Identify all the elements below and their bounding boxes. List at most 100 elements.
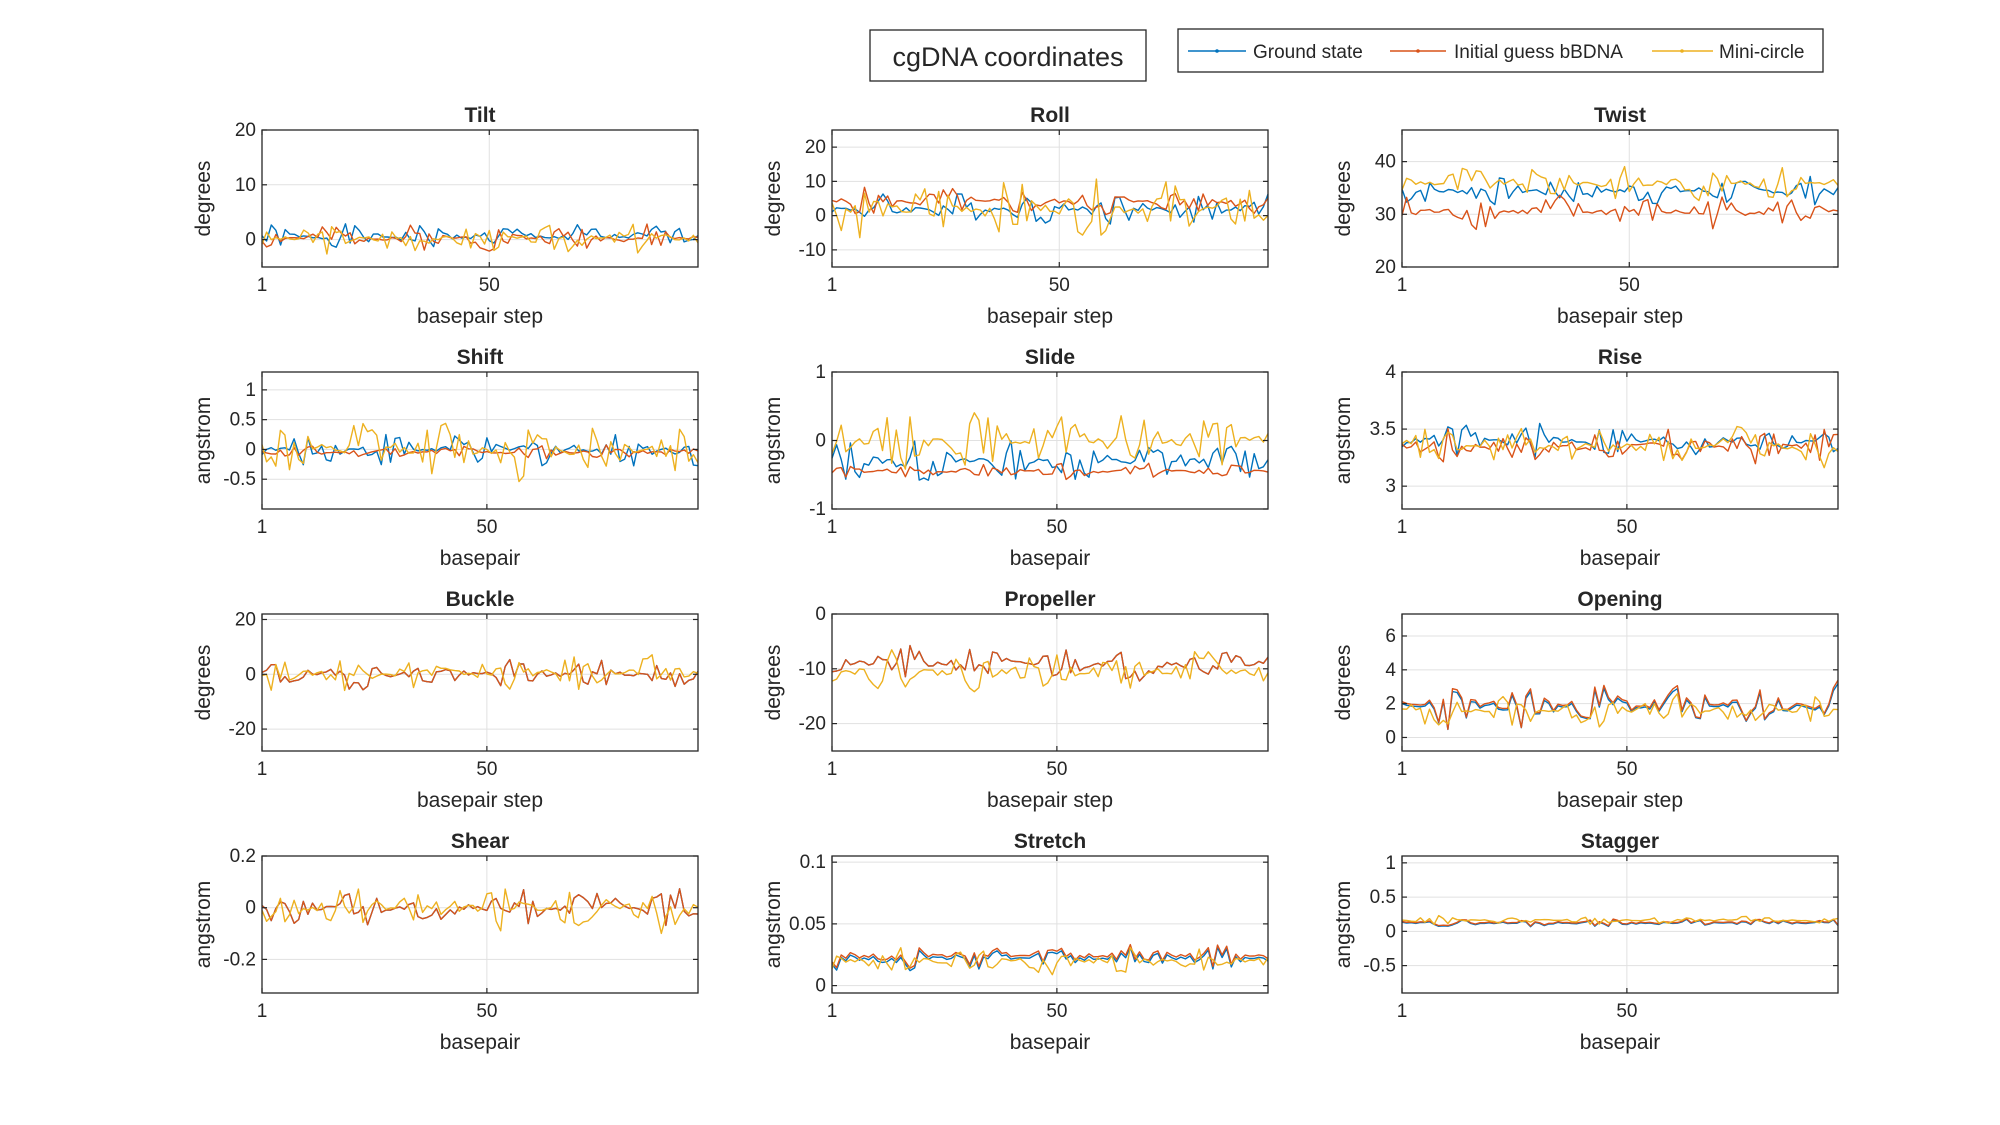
y-tick-label: 0 (245, 664, 256, 685)
y-tick-label: 0.05 (789, 914, 826, 935)
x-tick-label: 50 (476, 1001, 497, 1022)
plot-area (1402, 614, 1838, 751)
y-tick-label: -20 (229, 719, 256, 740)
x-tick-label: 50 (1046, 759, 1067, 780)
panel-slide: -1 0 1 1 50 Slide basepair angstrom (762, 346, 1269, 570)
x-tick-label: 50 (1046, 1001, 1067, 1022)
y-tick-label: 0 (245, 439, 256, 460)
figure-title-box: cgDNA coordinates (869, 29, 1147, 82)
series-line-mini-circle (1401, 425, 1839, 469)
plot-area (832, 614, 1268, 751)
y-tick-label: 20 (235, 609, 256, 630)
plot-area (262, 614, 698, 751)
y-tick-label: 0 (815, 604, 826, 625)
series-line-mini-circle (261, 654, 699, 692)
x-axis-label: basepair (440, 1031, 521, 1054)
x-tick-label: 1 (1397, 1001, 1408, 1022)
series-line-initial-guess-bbdna (831, 644, 1269, 682)
y-tick-label: -20 (799, 714, 826, 735)
y-tick-label: 3 (1385, 476, 1396, 497)
y-tick-label: 1 (1385, 853, 1396, 874)
series-line-ground-state (1401, 175, 1839, 206)
x-axis-label: basepair (1010, 1031, 1091, 1054)
y-tick-label: 0 (815, 206, 826, 227)
plot-area (832, 856, 1268, 993)
axes-frame (831, 855, 1269, 994)
y-tick-label: 0.2 (230, 846, 256, 867)
panel-tilt: 0 10 20 1 50 Tilt basepair step degrees (192, 104, 699, 328)
plot-area (262, 856, 698, 993)
x-axis-label: basepair (440, 547, 521, 570)
y-tick-label: 0 (1385, 727, 1396, 748)
plot-area (1402, 856, 1838, 993)
y-axis-label: degrees (192, 645, 215, 721)
x-tick-label: 50 (476, 517, 497, 538)
y-axis-label: degrees (762, 645, 785, 721)
panel-title: Shift (457, 346, 504, 369)
figure-title: cgDNA coordinates (892, 42, 1123, 72)
panel-title: Roll (1030, 104, 1070, 127)
panel-opening: 0 2 4 6 1 50 Opening basepair step degrees (1332, 588, 1839, 812)
series-line-initial-guess-bbdna (261, 888, 699, 927)
series-line-initial-guess-bbdna (261, 658, 699, 691)
series-line-initial-guess-bbdna (831, 186, 1269, 216)
panel-roll: -10 0 10 20 1 50 Roll basepair step degrees (762, 104, 1269, 328)
x-tick-label: 1 (257, 1001, 268, 1022)
x-tick-label: 50 (1049, 275, 1070, 296)
x-tick-label: 50 (1616, 517, 1637, 538)
y-tick-label: 1 (815, 362, 826, 383)
x-tick-label: 50 (479, 275, 500, 296)
series-line-ground-state (831, 193, 1269, 225)
x-axis-label: basepair step (1557, 305, 1683, 328)
series-line-mini-circle (1401, 914, 1839, 926)
y-tick-label: -10 (799, 240, 826, 261)
x-axis-label: basepair step (1557, 789, 1683, 812)
series-line-initial-guess-bbdna (261, 444, 699, 460)
axes-frame (1401, 613, 1839, 752)
legend-label-initial-guess: Initial guess bBDNA (1454, 42, 1623, 63)
panel-twist: 20 30 40 1 50 Twist basepair step degrees (1332, 104, 1839, 328)
y-tick-label: 20 (235, 120, 256, 141)
series-line-initial-guess-bbdna (831, 462, 1269, 481)
series-line-mini-circle (1401, 693, 1839, 728)
plot-area (1402, 130, 1838, 267)
y-tick-label: 0.1 (800, 852, 826, 873)
panel-title: Tilt (464, 104, 495, 127)
y-tick-label: 0 (245, 898, 256, 919)
series-line-initial-guess-bbdna (1401, 679, 1839, 730)
y-tick-label: 30 (1375, 204, 1396, 225)
series-line-mini-circle (261, 422, 699, 483)
y-axis-label: degrees (1332, 645, 1355, 721)
x-tick-label: 1 (257, 275, 268, 296)
x-tick-label: 1 (827, 275, 838, 296)
panel-stretch: 0 0.05 0.1 1 50 Stretch basepair angstrom (762, 830, 1269, 1054)
y-tick-label: 4 (1385, 362, 1396, 383)
x-tick-label: 1 (1397, 275, 1408, 296)
x-tick-label: 50 (1046, 517, 1067, 538)
y-tick-label: 3.5 (1370, 419, 1396, 440)
y-tick-label: 40 (1375, 152, 1396, 173)
series-line-mini-circle (831, 412, 1269, 470)
legend-label-ground-state: Ground state (1253, 42, 1363, 63)
y-tick-label: -0.5 (223, 469, 256, 490)
y-tick-label: -0.2 (223, 949, 256, 970)
legend: Ground state Initial guess bBDNA Mini-ci… (1177, 28, 1824, 73)
y-tick-label: 0 (1385, 921, 1396, 942)
y-tick-label: -1 (809, 499, 826, 520)
panel-title: Shear (451, 830, 509, 853)
panel-title: Slide (1025, 346, 1075, 369)
panel-propeller: -20 -10 0 1 50 Propeller basepair step degrees (762, 588, 1269, 812)
panel-title: Propeller (1004, 588, 1095, 611)
x-tick-label: 1 (827, 517, 838, 538)
y-tick-label: 1 (245, 380, 256, 401)
panel-title: Opening (1577, 588, 1662, 611)
x-axis-label: basepair (1580, 547, 1661, 570)
x-tick-label: 50 (1619, 275, 1640, 296)
plot-area (832, 130, 1268, 267)
y-axis-label: angstrom (762, 881, 785, 969)
y-tick-label: -10 (799, 659, 826, 680)
plot-area (262, 372, 698, 509)
axes-frame (831, 613, 1269, 752)
